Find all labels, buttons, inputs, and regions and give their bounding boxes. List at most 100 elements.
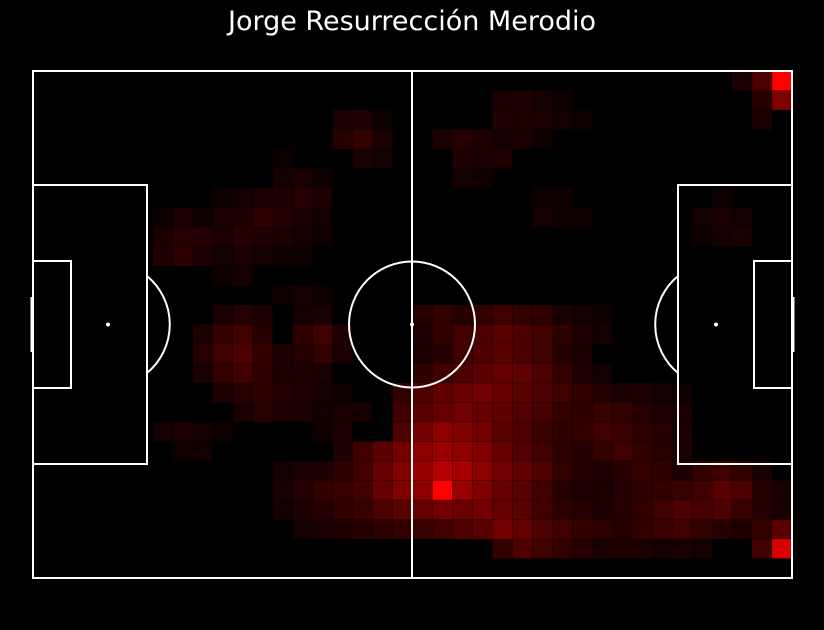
heatmap-cell — [512, 90, 533, 111]
heatmap-cell — [412, 441, 433, 462]
heatmap-cell — [532, 129, 553, 150]
heatmap-cell — [492, 460, 513, 481]
heatmap-cell — [372, 109, 393, 130]
heatmap-cells — [152, 70, 793, 559]
heatmap-cell — [492, 480, 513, 501]
heatmap-cell — [332, 129, 353, 150]
heatmap-cell — [731, 226, 753, 247]
heatmap-cell — [611, 441, 633, 462]
heatmap-cell — [312, 382, 333, 403]
heatmap-cell — [172, 207, 194, 228]
heatmap-cell — [312, 226, 333, 247]
heatmap-cell — [412, 343, 433, 364]
heatmap-cell — [552, 324, 573, 345]
heatmap-cell — [252, 324, 273, 345]
heatmap-cell — [771, 519, 793, 540]
heatmap-cell — [232, 402, 254, 423]
heatmap-cell — [192, 421, 214, 442]
heatmap-cell — [552, 519, 573, 540]
heatmap-cell — [452, 441, 473, 462]
heatmap-cell — [372, 460, 393, 481]
heatmap-cell — [512, 499, 533, 520]
heatmap-cell — [552, 441, 573, 462]
heatmap-cell — [492, 343, 513, 364]
heatmap-cell — [571, 324, 593, 345]
heatmap-cell — [591, 441, 613, 462]
heatmap-cell — [472, 363, 493, 384]
heatmap-cell — [591, 480, 613, 501]
heatmap-cell — [651, 499, 673, 520]
heatmap-cell — [771, 70, 793, 91]
heatmap-cell — [492, 402, 513, 423]
heatmap-cell — [591, 382, 613, 403]
heatmap-cell — [492, 109, 513, 130]
heatmap-cell — [372, 480, 393, 501]
heatmap-cell — [232, 304, 254, 325]
heatmap-cell — [472, 480, 493, 501]
heatmap-cell — [691, 499, 713, 520]
heatmap-cell — [292, 363, 313, 384]
heatmap-cell — [691, 480, 713, 501]
heatmap-cell — [432, 324, 453, 345]
centre-spot — [410, 322, 414, 327]
heatmap-cell — [751, 519, 773, 540]
heatmap-cell — [352, 109, 373, 130]
heatmap-cell — [252, 402, 273, 423]
heatmap-cell — [651, 402, 673, 423]
heatmap-cell — [591, 304, 613, 325]
heatmap-cell — [751, 538, 773, 559]
heatmap-cell — [751, 499, 773, 520]
heatmap-cell — [312, 168, 333, 189]
heatmap-cell — [312, 421, 333, 442]
heatmap-cell — [552, 499, 573, 520]
heatmap-cell — [272, 148, 293, 169]
heatmap-cell — [552, 460, 573, 481]
heatmap-cell — [651, 460, 673, 481]
heatmap-cell — [292, 246, 313, 267]
heatmap-cell — [312, 285, 333, 306]
heatmap-cell — [292, 226, 313, 247]
heatmap-cell — [252, 343, 273, 364]
heatmap-cell — [432, 304, 453, 325]
heatmap-cell — [452, 382, 473, 403]
heatmap-cell — [591, 460, 613, 481]
heatmap-cell — [571, 538, 593, 559]
heatmap-cell — [152, 207, 174, 228]
heatmap-cell — [671, 402, 693, 423]
heatmap-cell — [591, 363, 613, 384]
heatmap-cell — [552, 207, 573, 228]
heatmap-cell — [332, 441, 353, 462]
heatmap-cell — [392, 402, 413, 423]
heatmap-cell — [771, 499, 793, 520]
heatmap-cell — [372, 441, 393, 462]
heatmap-cell — [571, 441, 593, 462]
heatmap-cell — [552, 402, 573, 423]
heatmap-cell — [631, 519, 653, 540]
heatmap-cell — [631, 480, 653, 501]
heatmap-cell — [492, 421, 513, 442]
heatmap-cell — [192, 363, 214, 384]
heatmap-cell — [571, 109, 593, 130]
heatmap-cell — [492, 304, 513, 325]
heatmap-cell — [591, 519, 613, 540]
heatmap-cell — [412, 324, 433, 345]
heatmap-cell — [432, 402, 453, 423]
heatmap-cell — [232, 187, 254, 208]
heatmap-cell — [192, 441, 214, 462]
heatmap-cell — [412, 402, 433, 423]
right-six-yard-box — [753, 260, 793, 389]
heatmap-cell — [731, 480, 753, 501]
heatmap-cell — [312, 207, 333, 228]
heatmap-cell — [352, 148, 373, 169]
heatmap-cell — [212, 226, 234, 247]
heatmap-cell — [452, 499, 473, 520]
heatmap-cell — [412, 421, 433, 442]
heatmap-cell — [651, 441, 673, 462]
heatmap-cell — [332, 402, 353, 423]
heatmap-cell — [272, 285, 293, 306]
heatmap-cell — [352, 460, 373, 481]
heatmap-cell — [512, 441, 533, 462]
heatmap-cell — [292, 480, 313, 501]
heatmap-cell — [312, 304, 333, 325]
heatmap-cell — [571, 499, 593, 520]
